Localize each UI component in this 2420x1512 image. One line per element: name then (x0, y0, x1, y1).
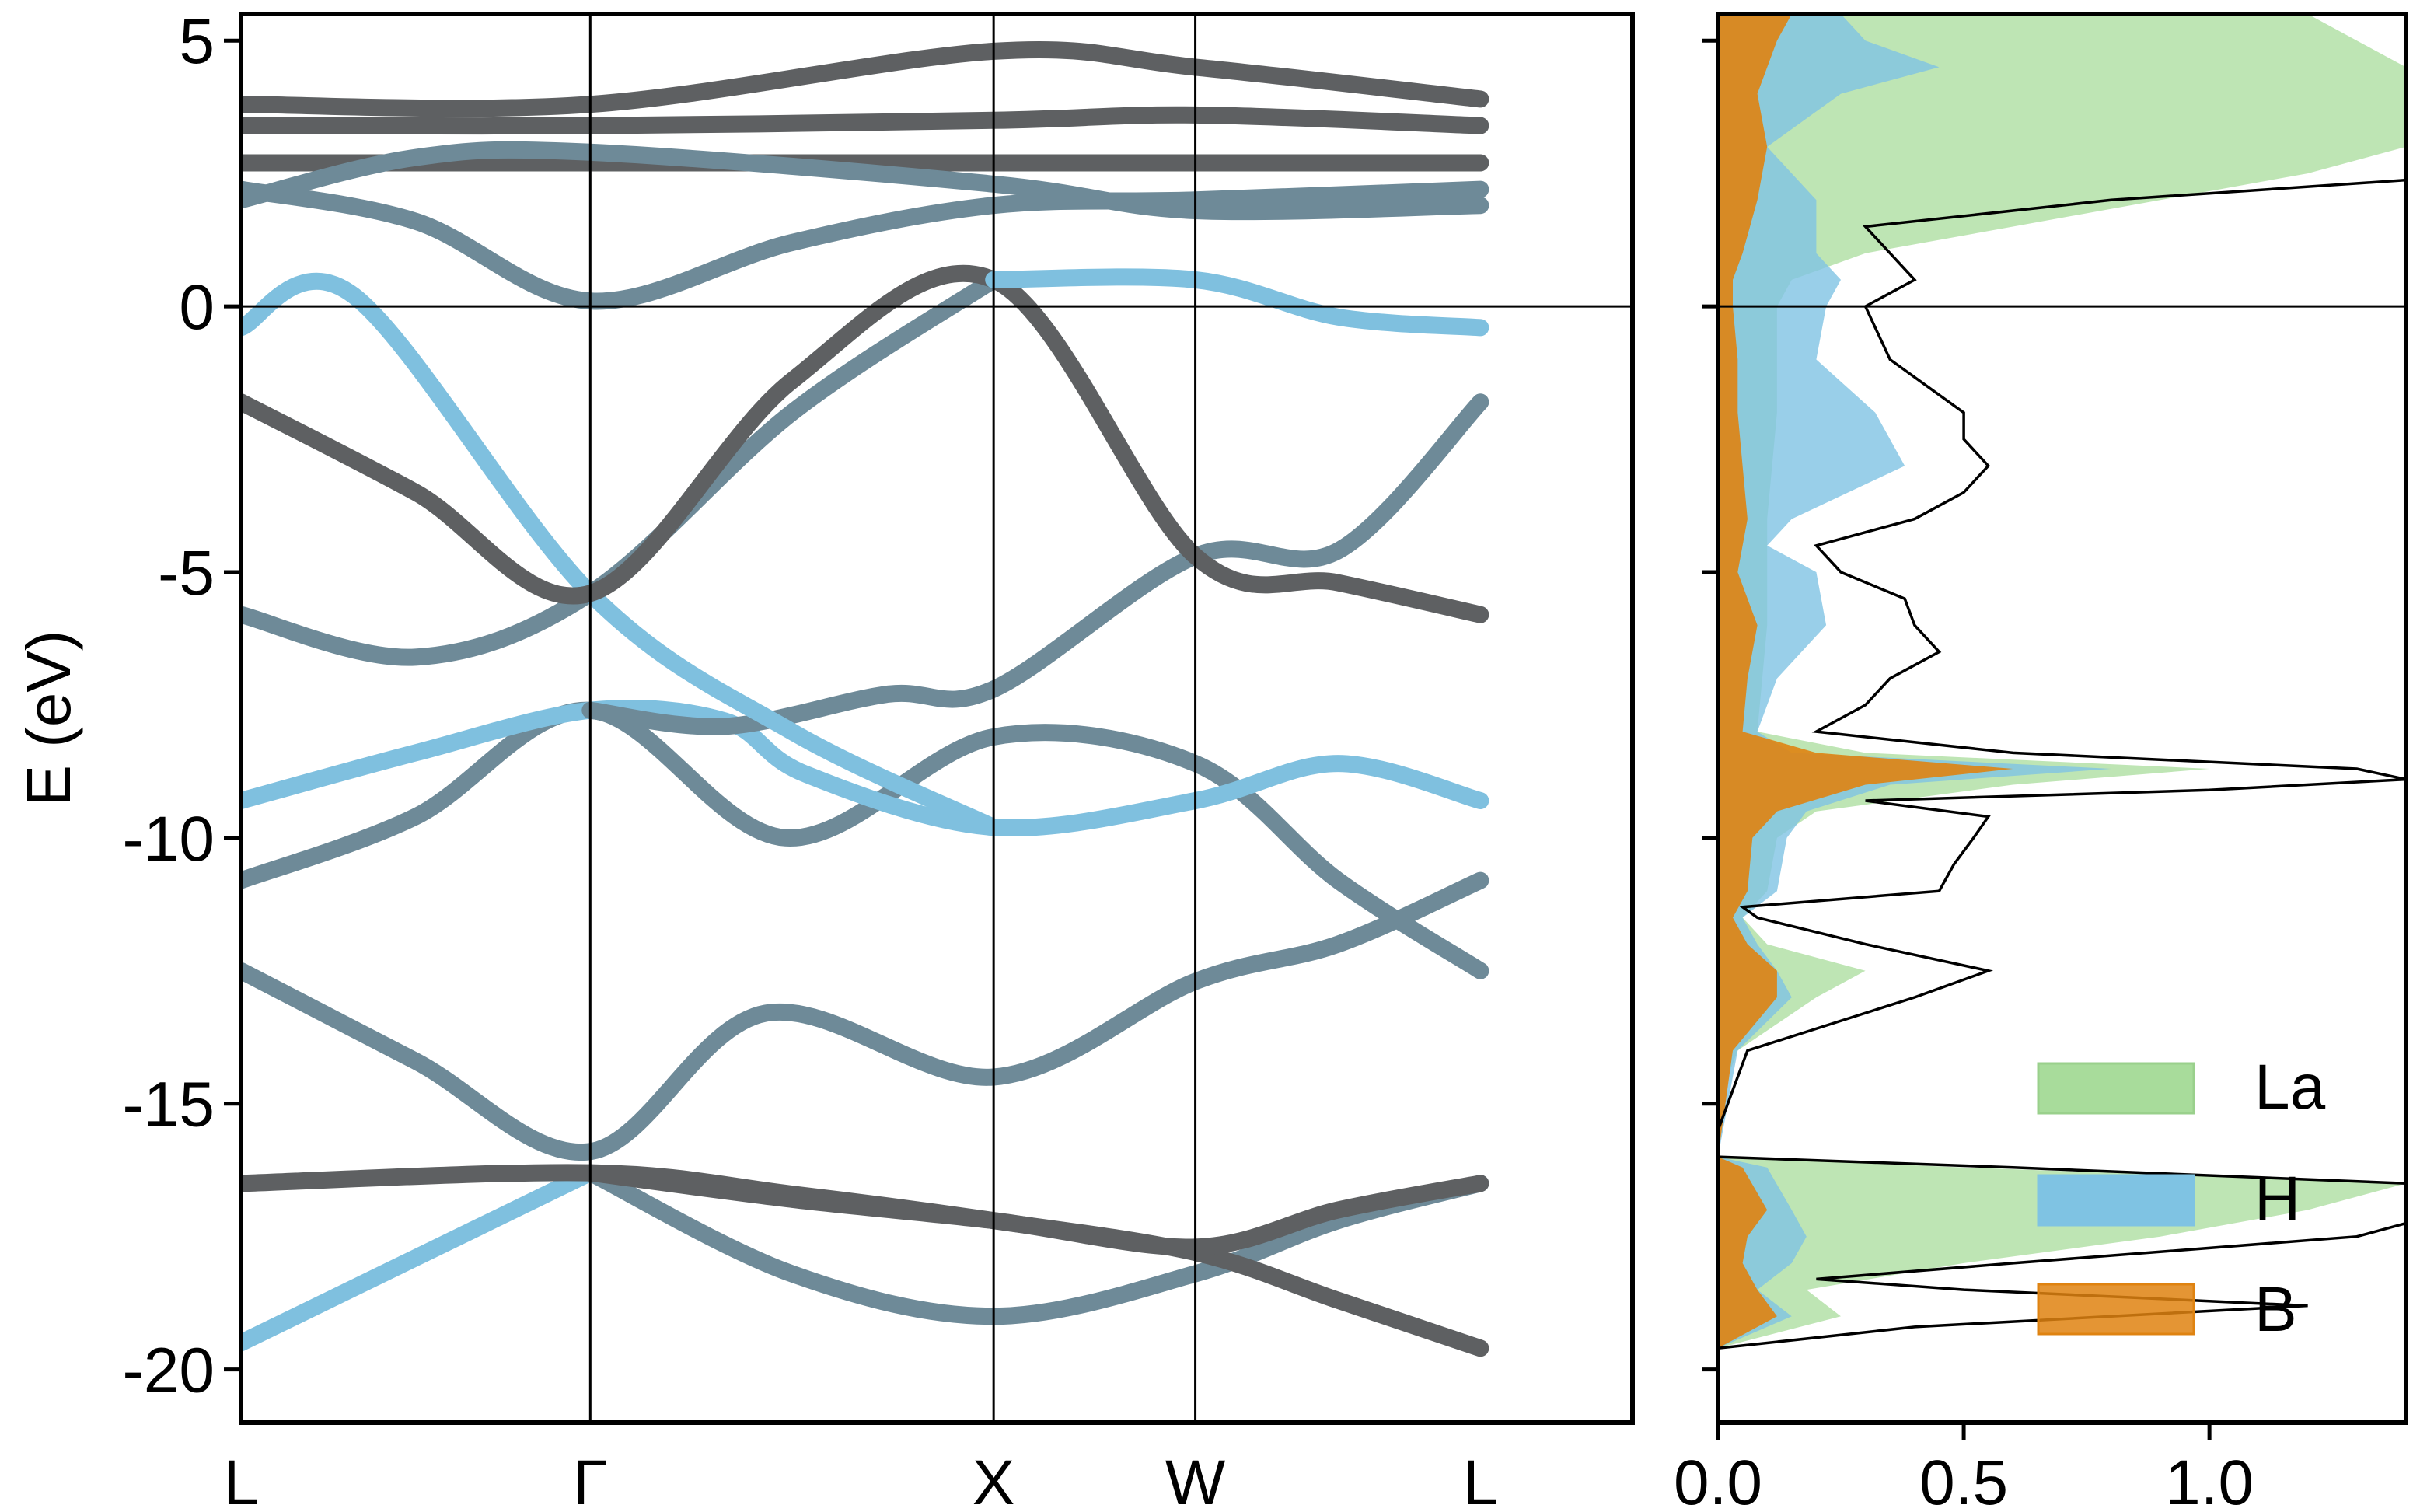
band-line-1 (241, 1164, 599, 1352)
kpoint-lines (588, 14, 1197, 1423)
y-tick-label-2: 0 (179, 272, 215, 343)
dos-x-tick-label-2: 0.5 (1919, 1447, 2008, 1512)
band-line-12 (985, 268, 1489, 337)
band-line-2 (581, 1164, 1489, 1325)
kpoint-label-1: L (223, 1447, 259, 1512)
legend-swatch-b (2037, 1283, 2195, 1336)
dos-x-tick-label-3: 1.0 (2165, 1447, 2254, 1512)
band-line-15 (241, 106, 1489, 135)
y-tick-label-3: -5 (158, 538, 215, 609)
dos-y-ticks (1702, 38, 1718, 1372)
kpoint-label-3: X (973, 1447, 1015, 1512)
band-line-17 (241, 141, 1489, 221)
band-line-4 (581, 1164, 1489, 1256)
y-tick-label-6: -20 (122, 1336, 215, 1406)
dos-total-line (1718, 178, 2406, 1350)
dos-x-tick-label-1: 0.0 (1674, 1447, 1762, 1512)
kpoint-label-4: W (1165, 1447, 1226, 1512)
y-axis-label: E (eV) (14, 630, 83, 807)
dos-frame (1716, 12, 2408, 1425)
dos-area-h (1718, 14, 2111, 1349)
dos-x-axis: 0.0 0.5 1.0 (1674, 1423, 2254, 1512)
legend-label-la: La (2254, 1052, 2326, 1123)
band-line-6 (241, 701, 1489, 979)
dos-area-b (1718, 14, 2013, 1349)
kpoint-label-5: L (1463, 1447, 1499, 1512)
band-frame (239, 12, 1635, 1425)
legend: La H B (2037, 1052, 2326, 1345)
band-line-5 (241, 871, 1489, 1161)
band-lines (241, 40, 1489, 1357)
y-tick-label-5: -15 (122, 1070, 215, 1140)
legend-swatch-la (2037, 1062, 2195, 1115)
legend-label-h: H (2254, 1164, 2300, 1234)
dos-panel: 0.0 0.5 1.0 (1674, 12, 2408, 1512)
band-line-7 (241, 700, 1489, 836)
y-tick-label-1: 5 (179, 6, 215, 77)
band-line-10 (241, 273, 1003, 836)
y-tick-label-4: -10 (122, 804, 215, 875)
legend-label-b: B (2254, 1274, 2297, 1345)
dos-areas (1718, 14, 2406, 1350)
band-line-13 (241, 180, 1489, 310)
dos-area-la (1718, 14, 2406, 1349)
band-panel: 5 0 -5 -10 -15 -20 L Γ X W L E (eV) (14, 6, 1635, 1512)
band-line-8 (581, 393, 1489, 735)
legend-swatch-h (2037, 1174, 2195, 1227)
band-line-16 (241, 40, 1489, 117)
kpoint-label-2: Γ (573, 1447, 608, 1512)
y-axis-ticks: 5 0 -5 -10 -15 -20 (122, 6, 241, 1406)
